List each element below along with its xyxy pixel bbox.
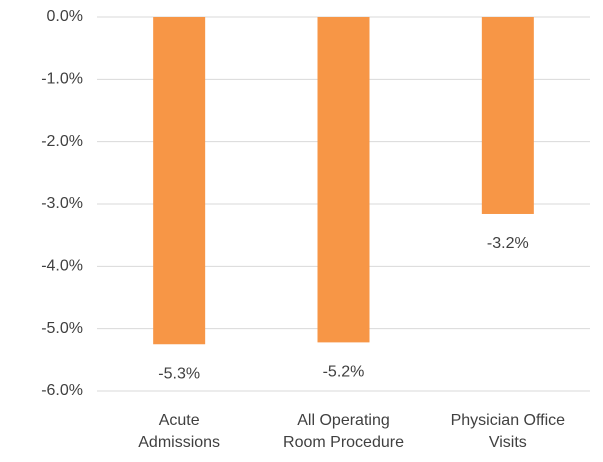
y-tick-label: -3.0%	[41, 195, 83, 212]
y-tick-label: -4.0%	[41, 258, 83, 275]
y-tick-label: 0.0%	[47, 8, 83, 25]
data-label: -5.2%	[323, 364, 365, 381]
data-label: -5.3%	[158, 365, 200, 382]
y-tick-label: -2.0%	[41, 133, 83, 150]
y-tick-label: -6.0%	[41, 382, 83, 399]
y-tick-label: -5.0%	[41, 320, 83, 337]
bar	[317, 17, 370, 343]
y-tick-label: -1.0%	[41, 71, 83, 88]
x-tick-label: Physician Office Visits	[450, 412, 566, 451]
data-label: -3.2%	[487, 235, 529, 252]
bar	[481, 17, 534, 214]
x-tick-label: All Operating Room Procedure	[283, 412, 404, 451]
bar	[153, 17, 206, 345]
x-tick-label: Acute Admissions	[138, 412, 221, 451]
